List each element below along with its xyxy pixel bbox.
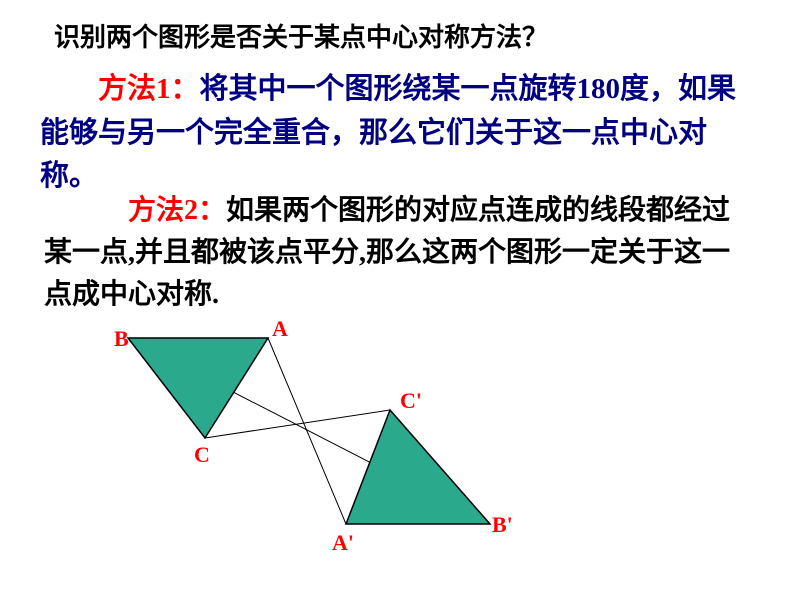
vertex-label-aprime: A' bbox=[332, 530, 354, 556]
method2-block: 空白哦方法2：如果两个图形的对应点连成的线段都经过某一点,并且都被该点平分,那么… bbox=[44, 190, 754, 316]
triangle-aprime-bprime-cprime bbox=[346, 410, 490, 524]
vertex-label-cprime: C' bbox=[400, 388, 422, 414]
vertex-label-a: A bbox=[272, 316, 288, 342]
vertex-label-b: B bbox=[114, 326, 129, 352]
method2-label: 方法2： bbox=[128, 195, 226, 226]
geometry-diagram: A B C A' B' C' bbox=[60, 320, 580, 580]
question-text: 识别两个图形是否关于某点中心对称方法？ bbox=[54, 18, 548, 57]
method1-block: 空白方法1：将其中一个图形绕某一点旋转180度，如果能够与另一个完全重合，那么它… bbox=[40, 68, 760, 199]
triangle-abc bbox=[128, 338, 268, 438]
vertex-label-c: C bbox=[194, 442, 210, 468]
diagram-svg bbox=[60, 320, 580, 580]
method1-label: 方法1： bbox=[98, 73, 200, 105]
vertex-label-bprime: B' bbox=[492, 512, 513, 538]
